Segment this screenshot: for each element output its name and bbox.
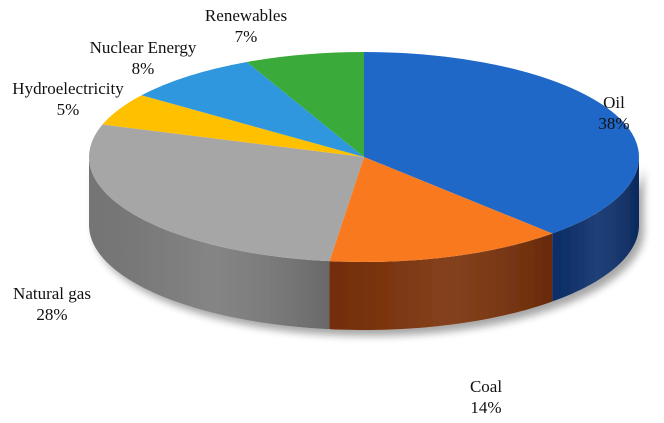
label-category: Coal xyxy=(469,377,503,396)
label-natural-gas: Natural gas 28% xyxy=(13,283,91,325)
slice-renewables xyxy=(246,52,364,157)
label-renewables: Renewables 7% xyxy=(205,5,287,47)
slice-side-shading xyxy=(89,157,330,330)
label-category: Oil xyxy=(603,93,625,112)
label-category: Hydroelectricity xyxy=(12,79,124,98)
label-coal: Coal 14% xyxy=(470,376,502,418)
label-oil: Oil 38% xyxy=(598,92,629,134)
slice-hydroelectricity xyxy=(102,95,365,157)
label-percentage: 5% xyxy=(56,100,80,119)
label-hydroelectricity: Hydroelectricity 5% xyxy=(12,78,123,120)
slice-natural-gas xyxy=(88,124,365,262)
label-percentage: 14% xyxy=(470,398,502,417)
slice-nuclear-energy xyxy=(141,61,364,157)
pie-sides xyxy=(89,157,639,330)
slice-side-shading xyxy=(552,157,639,302)
label-nuclear-energy: Nuclear Energy 8% xyxy=(90,37,197,79)
pie-slices xyxy=(88,52,639,262)
label-percentage: 8% xyxy=(131,59,155,78)
label-category: Natural gas xyxy=(13,284,91,303)
slice-coal xyxy=(329,157,553,262)
label-category: Renewables xyxy=(204,6,288,25)
slice-oil xyxy=(364,52,639,234)
label-category: Nuclear Energy xyxy=(89,38,197,57)
slice-side-shading xyxy=(329,233,553,330)
label-percentage: 38% xyxy=(598,114,630,133)
label-percentage: 28% xyxy=(36,305,68,324)
label-percentage: 7% xyxy=(234,27,258,46)
